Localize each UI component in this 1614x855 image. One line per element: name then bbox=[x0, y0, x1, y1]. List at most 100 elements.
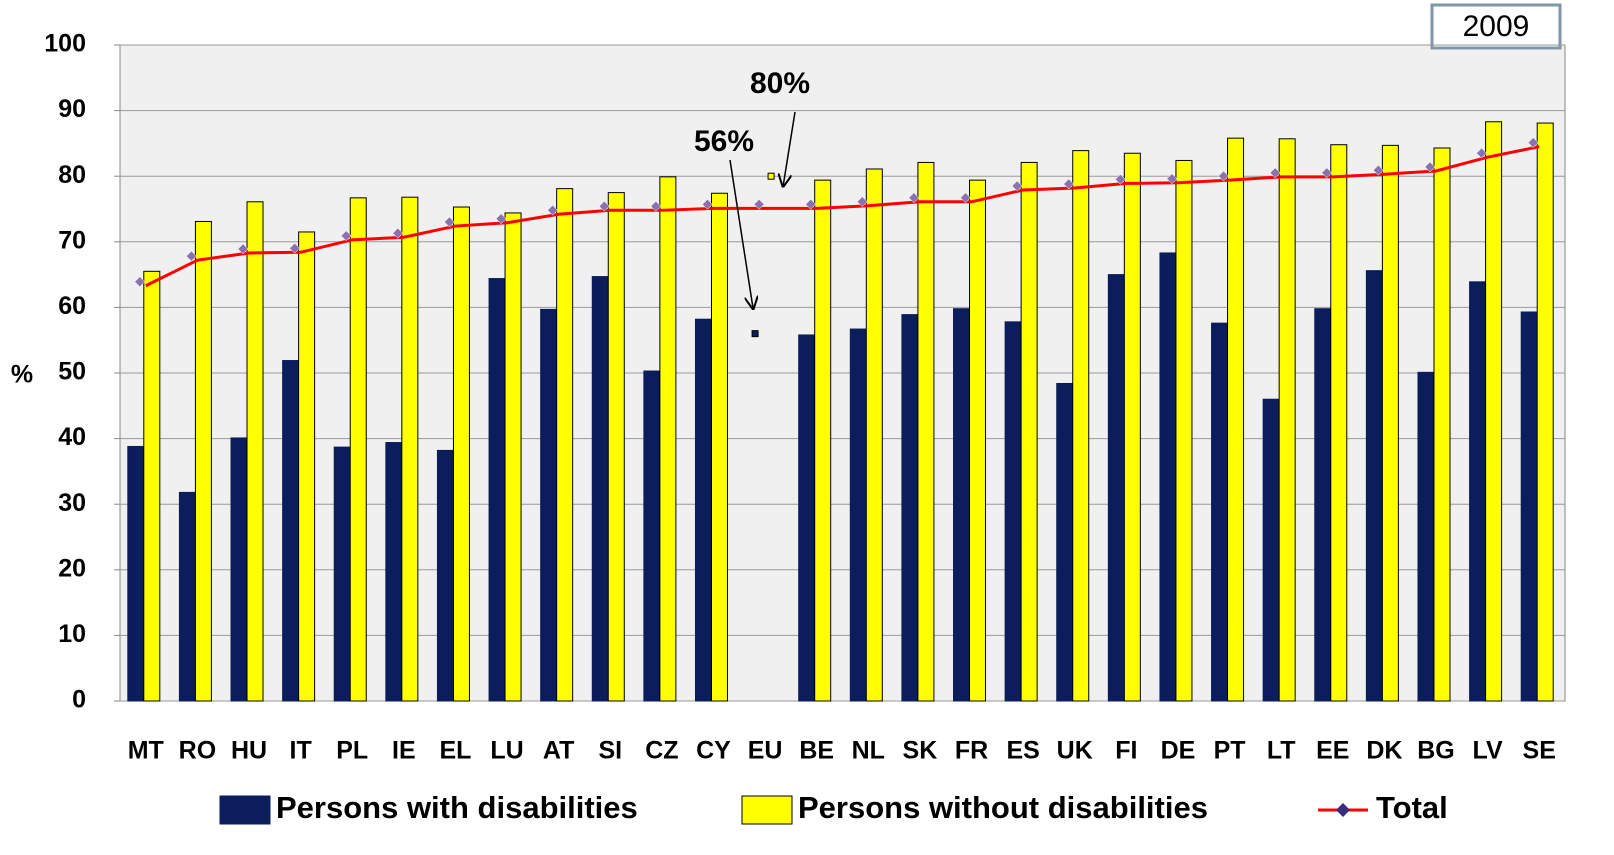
x-tick-label: FR bbox=[955, 737, 988, 765]
bar bbox=[230, 437, 248, 702]
x-tick-label: BE bbox=[799, 737, 834, 765]
line-marker bbox=[1424, 161, 1436, 173]
annotation-marker bbox=[767, 172, 775, 180]
bar bbox=[488, 278, 506, 702]
bar bbox=[1020, 161, 1038, 702]
bar bbox=[282, 360, 300, 702]
line-marker bbox=[237, 243, 249, 255]
x-tick-label: CY bbox=[696, 737, 731, 765]
bar bbox=[849, 328, 867, 702]
bar bbox=[969, 179, 987, 702]
y-tick-label: 30 bbox=[58, 489, 86, 517]
bar bbox=[401, 196, 419, 702]
line-marker bbox=[392, 227, 404, 239]
line-marker bbox=[444, 216, 455, 228]
x-tick-label: HU bbox=[231, 737, 267, 765]
bar bbox=[953, 308, 971, 702]
line-marker bbox=[495, 213, 507, 225]
x-tick-label: ES bbox=[1006, 737, 1039, 765]
x-tick-label: LV bbox=[1473, 737, 1503, 765]
bar bbox=[1520, 311, 1538, 702]
bar bbox=[1417, 371, 1435, 702]
bar bbox=[901, 314, 919, 702]
line-marker bbox=[289, 242, 300, 254]
legend-label: Persons with disabilities bbox=[276, 790, 638, 825]
line-marker bbox=[1373, 164, 1384, 176]
y-tick-label: 50 bbox=[58, 358, 86, 386]
bar bbox=[556, 188, 574, 702]
bar bbox=[1175, 159, 1193, 702]
y-tick-label: 10 bbox=[58, 620, 86, 648]
x-tick-label: LU bbox=[490, 737, 523, 765]
line-marker bbox=[547, 204, 559, 216]
bar bbox=[1107, 274, 1125, 702]
bar bbox=[143, 270, 161, 702]
line-marker bbox=[340, 230, 352, 242]
x-tick-label: SE bbox=[1523, 737, 1556, 765]
bar bbox=[1123, 152, 1141, 702]
bar bbox=[865, 168, 883, 702]
bar bbox=[436, 449, 454, 702]
y-tick-label: 60 bbox=[58, 292, 86, 320]
bar bbox=[178, 491, 196, 702]
x-tick-label: EL bbox=[439, 737, 471, 765]
line-marker bbox=[186, 250, 197, 262]
bar bbox=[452, 206, 470, 702]
x-tick-label: SI bbox=[598, 737, 622, 765]
x-tick-label: PT bbox=[1214, 737, 1246, 765]
bar bbox=[1365, 270, 1383, 702]
bar bbox=[1485, 121, 1503, 702]
legend-marker bbox=[1336, 803, 1350, 817]
annotation-arrow bbox=[783, 111, 796, 186]
line bbox=[145, 145, 1540, 288]
line-marker bbox=[702, 198, 713, 210]
bar bbox=[814, 179, 832, 702]
x-tick-label: PL bbox=[336, 737, 368, 765]
line-marker bbox=[650, 200, 662, 212]
bar bbox=[1469, 281, 1487, 702]
bar bbox=[710, 192, 728, 702]
line-marker bbox=[598, 200, 610, 212]
badge-box bbox=[1430, 3, 1562, 50]
bar bbox=[1314, 308, 1332, 702]
x-tick-label: DE bbox=[1161, 737, 1196, 765]
line-marker bbox=[805, 198, 817, 210]
line-marker bbox=[1114, 174, 1126, 185]
x-tick-label: FI bbox=[1115, 737, 1137, 765]
bar bbox=[798, 334, 816, 702]
annotation-marker bbox=[751, 330, 759, 338]
y-tick-label: 40 bbox=[58, 423, 86, 451]
legend-swatch bbox=[219, 795, 271, 825]
bar bbox=[607, 192, 625, 702]
x-tick-label: EU bbox=[748, 737, 783, 765]
bar bbox=[694, 318, 712, 702]
bar bbox=[333, 446, 351, 702]
bar bbox=[540, 308, 558, 702]
x-tick-label: IT bbox=[290, 737, 312, 765]
x-tick-label: UK bbox=[1057, 737, 1093, 765]
x-tick-label: LT bbox=[1267, 737, 1296, 765]
legend-label: Total bbox=[1376, 790, 1448, 825]
bar bbox=[659, 176, 677, 702]
bar bbox=[127, 445, 145, 702]
y-tick-label: 20 bbox=[58, 554, 86, 582]
bar bbox=[1004, 321, 1022, 702]
bar bbox=[246, 201, 264, 702]
x-tick-label: EE bbox=[1316, 737, 1349, 765]
annotation-text: 56% bbox=[694, 125, 754, 158]
y-tick-label: 90 bbox=[58, 95, 86, 123]
x-tick-label: NL bbox=[852, 737, 885, 765]
line-marker bbox=[1269, 167, 1281, 179]
line-marker bbox=[753, 198, 765, 210]
bar bbox=[1056, 382, 1074, 702]
line-marker bbox=[1011, 180, 1023, 192]
bar bbox=[591, 276, 609, 702]
line-marker bbox=[908, 192, 920, 204]
bar bbox=[385, 442, 403, 702]
bar bbox=[1330, 144, 1348, 702]
line-marker bbox=[1476, 147, 1487, 159]
bar bbox=[1278, 138, 1296, 702]
x-tick-label: CZ bbox=[645, 737, 678, 765]
bar bbox=[643, 370, 661, 702]
